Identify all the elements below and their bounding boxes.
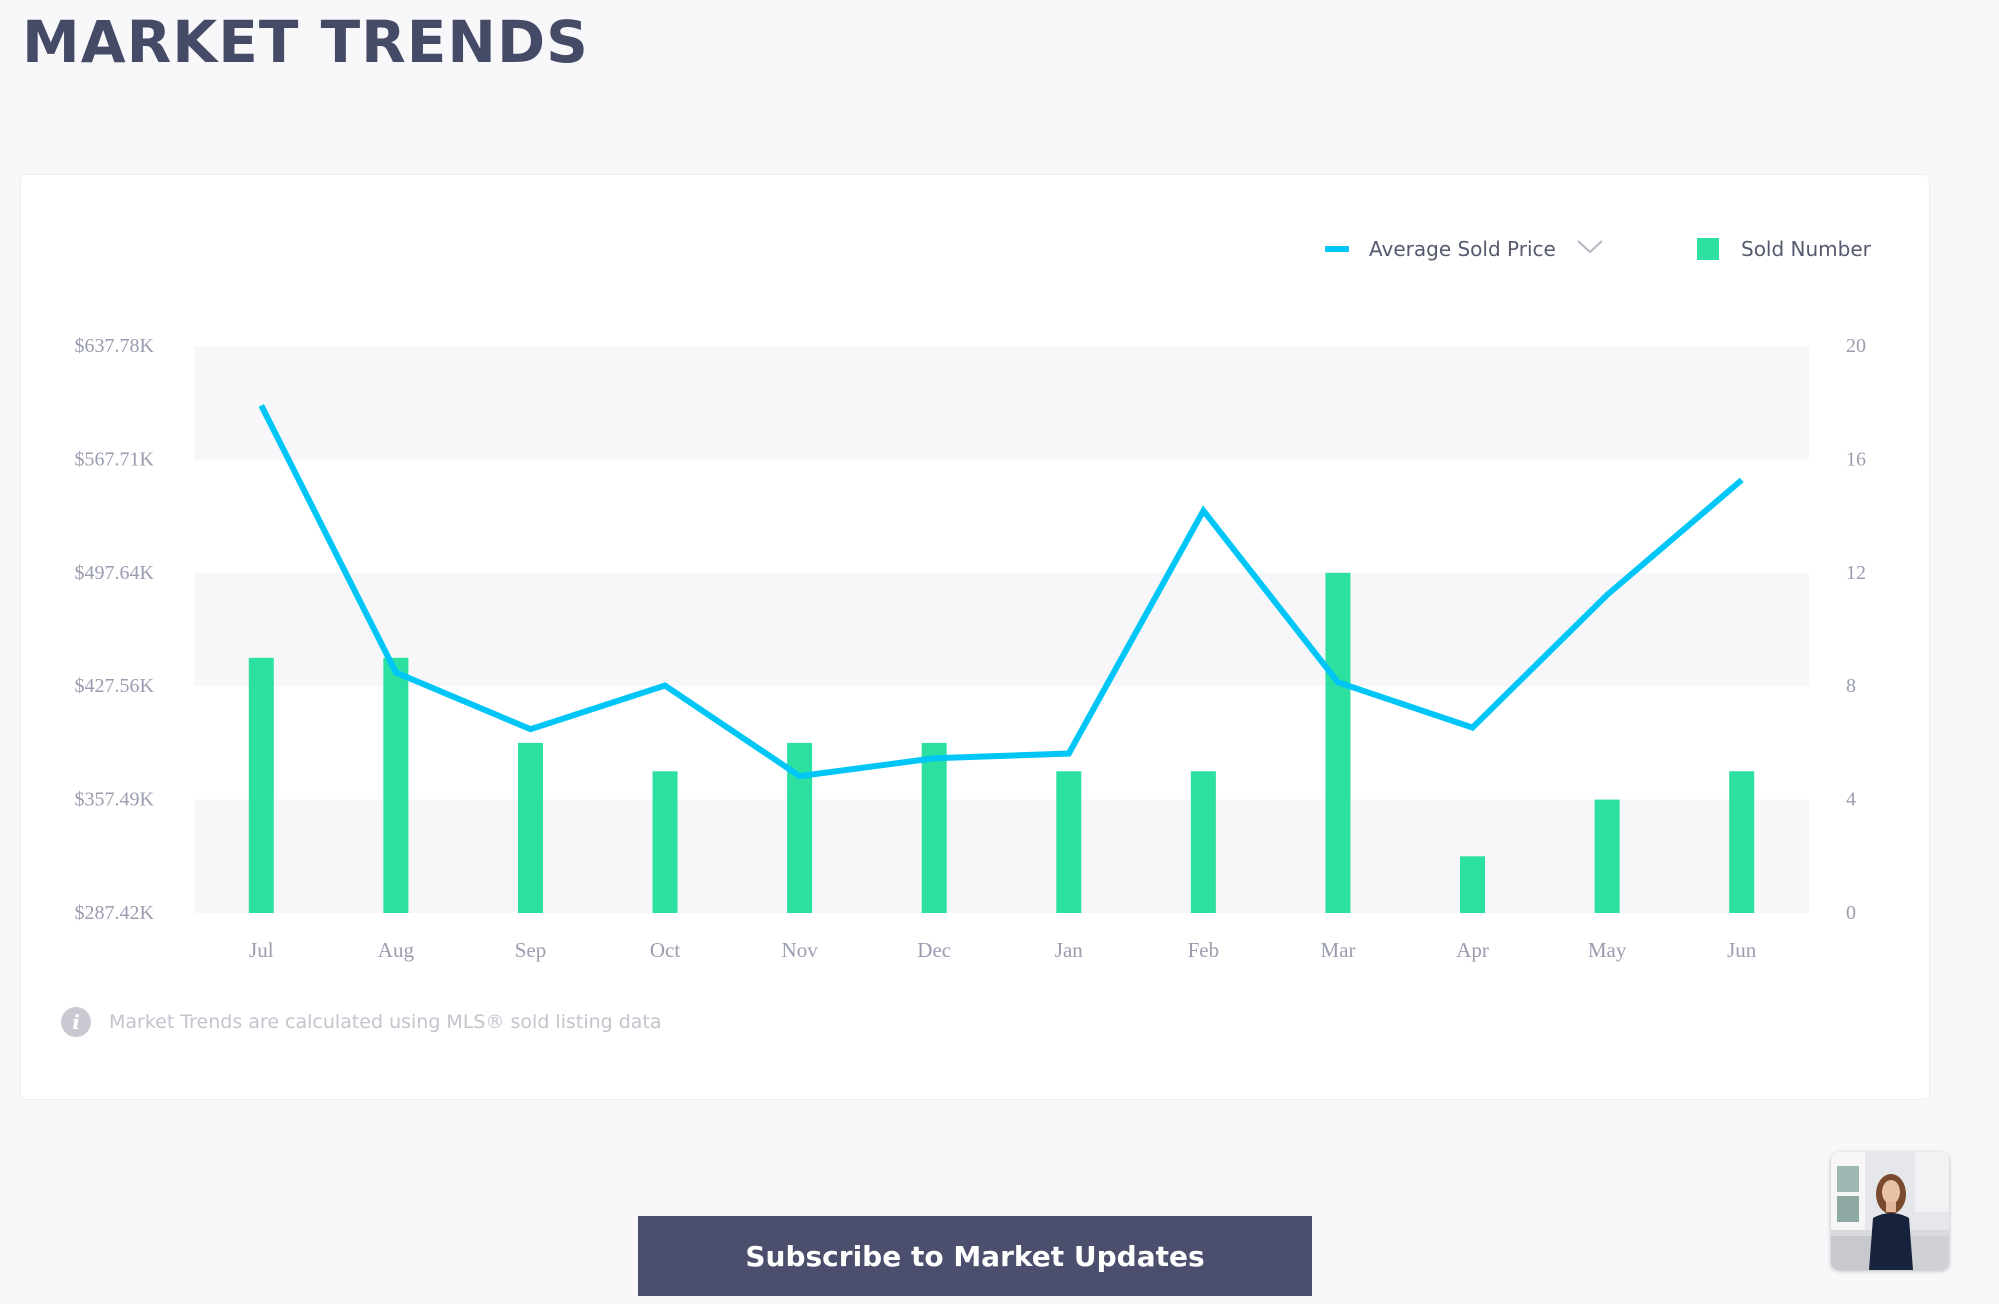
legend-bar-swatch [1697,238,1719,260]
chevron-down-icon[interactable] [1576,237,1604,261]
legend-line-swatch [1325,246,1349,252]
sold-number-bar [921,742,947,913]
sold-number-bar [383,657,409,913]
legend-average-sold-price-label: Average Sold Price [1369,237,1556,261]
x-axis-label: May [1588,938,1627,962]
page-title: MARKET TRENDS [22,8,589,76]
y-left-tick-label: $357.49K [75,789,155,811]
x-axis-label: Jul [249,938,274,962]
agent-photo-icon [1831,1152,1949,1270]
y-right-tick-label: 20 [1846,335,1866,357]
y-left-tick-label: $287.42K [75,902,155,924]
legend-sold-number-label: Sold Number [1741,237,1871,261]
sold-number-bar [1325,572,1351,913]
x-axis-label: Apr [1456,938,1489,962]
sold-number-bar [1460,856,1486,913]
sold-number-bar [517,742,543,913]
y-right-tick-label: 16 [1846,448,1866,470]
legend-average-sold-price[interactable]: Average Sold Price [1325,237,1604,261]
y-left-tick-label: $427.56K [75,675,155,697]
sold-number-bar [1729,771,1755,913]
x-axis-label: Dec [917,938,951,962]
y-right-tick-label: 4 [1846,789,1856,811]
average-sold-price-line [258,404,1744,780]
market-trends-chart: $637.78K $567.71K $497.64K $427.56K $357.49K… [75,335,1866,962]
x-axis-label: Jan [1055,938,1083,962]
grid-band [194,799,1809,913]
legend-sold-number[interactable]: Sold Number [1697,237,1871,261]
market-trends-card: $637.78K $567.71K $497.64K $427.56K $357.49K… [20,174,1930,1100]
sold-number-bar [248,657,274,913]
sold-number-bar [1056,771,1082,913]
footnote-text: Market Trends are calculated using MLS® … [109,1011,662,1033]
y-right-tick-label: 12 [1846,562,1866,584]
x-axis-label: Oct [650,938,680,962]
y-left-tick-label: $637.78K [75,335,155,357]
x-axis-label: Sep [515,938,547,962]
x-axis-label: Mar [1320,938,1355,962]
sold-number-bar [1190,771,1216,913]
y-right-tick-label: 0 [1846,902,1856,924]
subscribe-button[interactable]: Subscribe to Market Updates [638,1216,1312,1296]
sold-number-bar [652,771,678,913]
grid-band [194,572,1809,687]
y-left-tick-label: $497.64K [75,562,155,584]
x-axis-label: Nov [782,938,819,962]
x-axis-label: Feb [1188,938,1220,962]
agent-avatar[interactable] [1831,1152,1949,1270]
sold-number-bar [1594,799,1620,913]
info-icon: i [61,1007,91,1037]
y-left-tick-label: $567.71K [75,448,155,470]
y-right-tick-label: 8 [1846,675,1856,697]
footnote: i Market Trends are calculated using MLS… [61,1007,662,1037]
grid-band [194,459,1809,573]
grid-band [194,346,1809,460]
x-axis-label: Aug [378,938,415,962]
grid-band [194,686,1809,800]
x-axis-label: Jun [1727,938,1757,962]
